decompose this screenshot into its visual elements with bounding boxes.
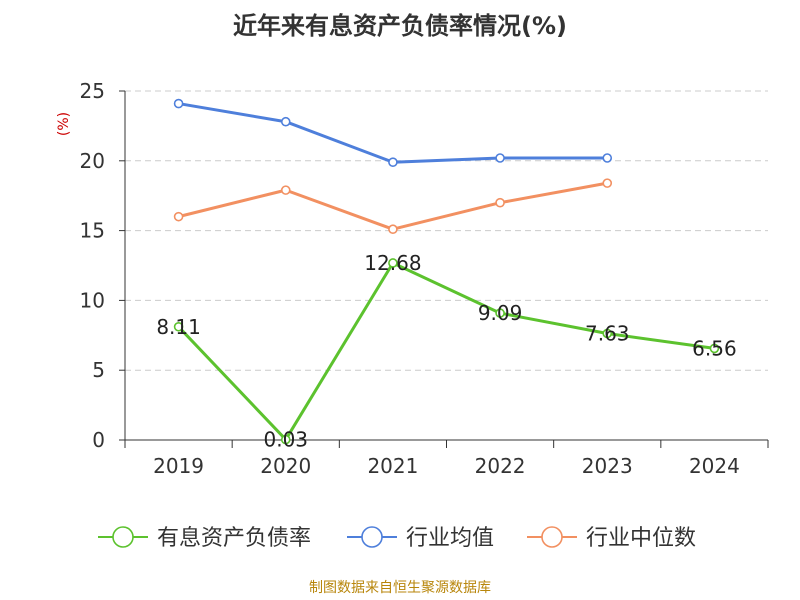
y-tick-label: 10: [80, 288, 105, 312]
data-point: [280, 185, 291, 195]
x-tick-label: 2023: [582, 454, 633, 478]
data-labels: 8.11 0.03 12.68 9.09 7.63 6.56: [156, 251, 736, 452]
legend[interactable]: 有息资产负债率 行业均值 行业中位数: [98, 526, 696, 551]
data-point: [388, 258, 398, 268]
data-point: [495, 153, 505, 163]
series-line-1: [178, 102, 608, 164]
series-line-0: [177, 261, 715, 442]
y-tick-label: 20: [80, 149, 105, 173]
gridlines: [125, 90, 768, 371]
x-tick-label: 2021: [367, 454, 418, 478]
data-point: [602, 153, 613, 163]
data-point: [388, 157, 398, 167]
legend-label: 行业均值: [406, 526, 494, 551]
x-tick-label: 2024: [689, 454, 740, 478]
source-note: 制图数据来自恒生聚源数据库: [309, 580, 491, 596]
data-point: [602, 178, 613, 188]
data-point: [602, 328, 613, 339]
data-point: [709, 343, 720, 354]
legend-item-0[interactable]: 有息资产负债率: [98, 526, 311, 551]
data-point: [495, 308, 505, 318]
data-point: [388, 224, 398, 235]
data-label: 8.11: [156, 315, 201, 339]
y-tick-label: 0: [92, 428, 105, 452]
data-point: [173, 321, 184, 332]
series-line-2: [178, 181, 608, 231]
y-tick-label: 25: [80, 79, 105, 103]
data-label: 6.56: [692, 336, 737, 360]
x-tick-label: 2020: [260, 454, 311, 478]
legend-marker: [112, 526, 134, 548]
legend-marker: [541, 526, 563, 548]
data-label: 12.68: [364, 251, 421, 275]
data-point: [280, 116, 291, 127]
y-axis-label: (%): [56, 112, 72, 136]
series-lines: [173, 98, 720, 445]
legend-marker: [361, 526, 383, 548]
data-point: [173, 98, 184, 109]
data-point: [173, 211, 184, 222]
data-label: 0.03: [263, 428, 308, 452]
legend-item-2[interactable]: 行业中位数: [527, 526, 696, 551]
x-tick-label: 2019: [153, 454, 204, 478]
data-label: 9.09: [478, 301, 523, 325]
y-tick-label: 15: [80, 219, 105, 243]
data-point: [495, 197, 505, 208]
legend-label: 行业中位数: [586, 526, 696, 551]
y-tick-label: 5: [92, 358, 105, 382]
axes: 0 5 10 15 20 25 (%) 2019 2020 2021 2022 2023 2024: [56, 79, 769, 478]
chart-title: 近年来有息资产负债率情况(%): [233, 12, 567, 40]
legend-item-1[interactable]: 行业均值: [347, 526, 494, 551]
data-label: 7.63: [585, 321, 630, 345]
legend-label: 有息资产负债率: [157, 526, 311, 551]
x-tick-label: 2022: [475, 454, 526, 478]
data-point: [280, 434, 291, 445]
